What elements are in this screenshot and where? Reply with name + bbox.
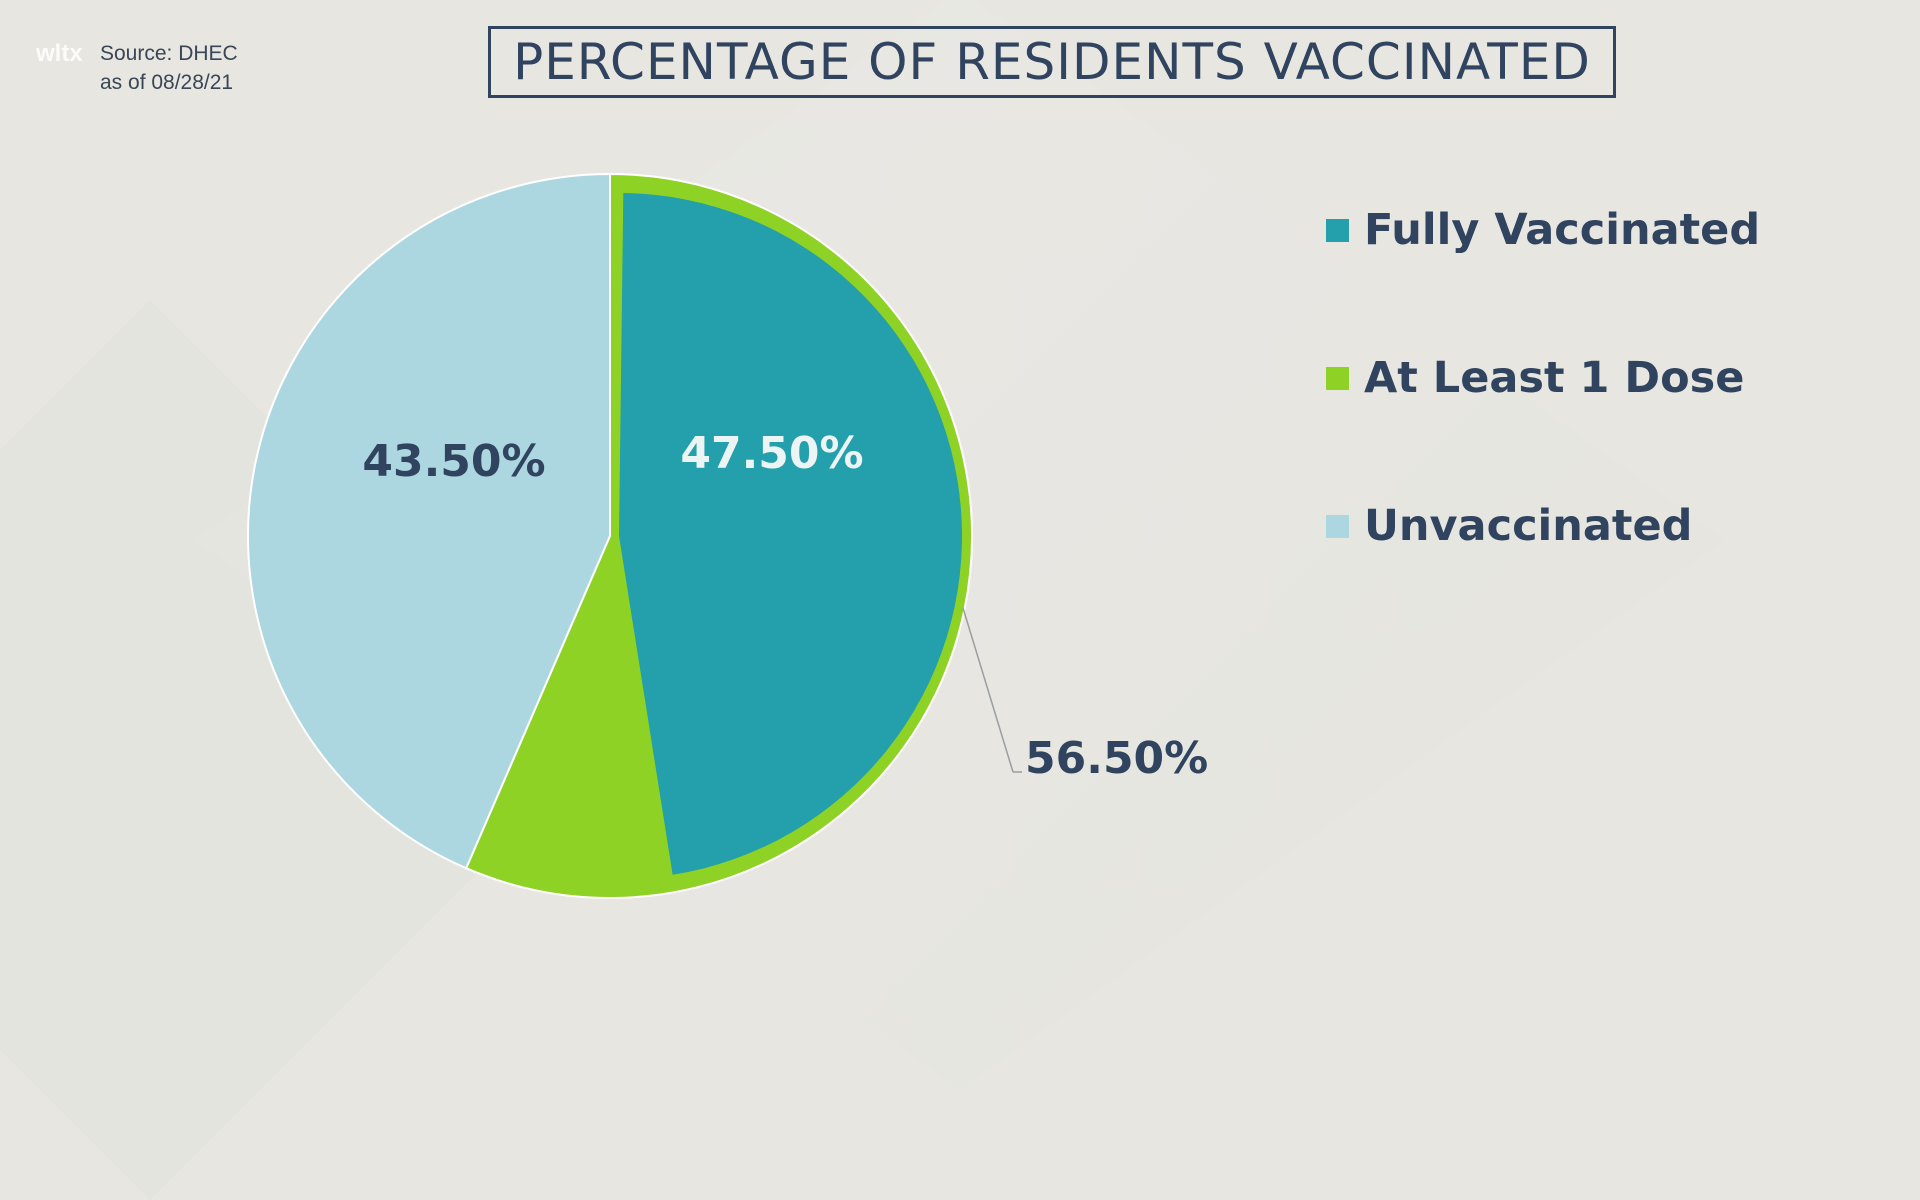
chart-title: PERCENTAGE OF RESIDENTS VACCINATED xyxy=(513,33,1591,91)
source-line: Source: DHEC xyxy=(100,42,238,65)
legend-label: Unvaccinated xyxy=(1364,501,1693,551)
legend-label: At Least 1 Dose xyxy=(1364,353,1745,403)
legend-swatch xyxy=(1326,218,1349,242)
label-at-least-1-dose: 56.50% xyxy=(1025,733,1208,784)
legend-item-fully-vaccinated: Fully Vaccinated xyxy=(1326,205,1760,255)
legend-swatch xyxy=(1326,514,1349,538)
source-note: wltx Source: DHEC as of 08/28/21 xyxy=(36,39,238,97)
legend-label: Fully Vaccinated xyxy=(1364,205,1761,255)
label-unvaccinated: 43.50% xyxy=(362,436,545,487)
slice-unvaccinated xyxy=(247,172,611,870)
pie-chart: 43.50% 47.50% 56.50% xyxy=(247,172,1208,899)
legend-item-unvaccinated: Unvaccinated xyxy=(1326,501,1692,551)
legend-swatch xyxy=(1326,366,1349,390)
legend-item-at-least-1-dose: At Least 1 Dose xyxy=(1326,353,1744,403)
station-logo: wltx xyxy=(36,40,83,67)
slice-fully-vaccinated xyxy=(619,193,963,875)
leader-line xyxy=(962,607,1014,773)
date-line: as of 08/28/21 xyxy=(100,71,234,94)
label-fully-vaccinated: 47.50% xyxy=(680,428,863,479)
title-box: PERCENTAGE OF RESIDENTS VACCINATED xyxy=(488,26,1616,98)
